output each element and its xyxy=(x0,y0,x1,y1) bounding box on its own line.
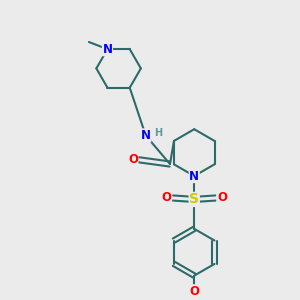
Text: O: O xyxy=(128,153,138,166)
Text: O: O xyxy=(189,285,199,298)
Text: O: O xyxy=(162,191,172,205)
Text: O: O xyxy=(217,191,227,205)
Text: S: S xyxy=(189,192,199,206)
Text: N: N xyxy=(103,43,112,56)
Text: N: N xyxy=(141,129,151,142)
Text: H: H xyxy=(154,128,162,138)
Text: N: N xyxy=(189,169,199,182)
